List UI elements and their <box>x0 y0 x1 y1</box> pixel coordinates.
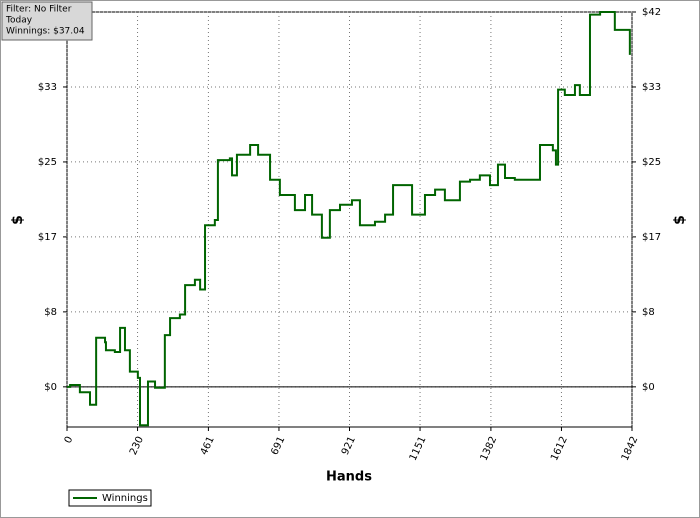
x-tick-label: 0 <box>63 435 76 445</box>
line-series <box>67 11 631 427</box>
y-tick-label: $33 <box>38 82 57 93</box>
x-axis-label: Hands <box>326 470 372 485</box>
legend-label: Winnings <box>102 493 148 504</box>
y2-tick-label: $42 <box>642 7 661 18</box>
y2-axis-label: $ <box>672 215 688 225</box>
y2-tick-label: $17 <box>642 232 661 243</box>
y2-tick-label: $33 <box>642 82 661 93</box>
y-tick-label: $25 <box>38 157 57 168</box>
info-line: Winnings: $37.04 <box>6 27 85 37</box>
y-tick-label: $0 <box>44 382 57 393</box>
info-line: Today <box>5 16 33 26</box>
y-tick-label: $17 <box>38 232 57 243</box>
y2-tick-label: $25 <box>642 157 661 168</box>
y-tick-label: $8 <box>44 307 57 318</box>
info-line: Filter: No Filter <box>6 5 72 15</box>
legend-box <box>68 489 152 507</box>
y2-tick-label: $8 <box>642 307 655 318</box>
y-axis-label: $ <box>10 215 26 225</box>
legend: Winnings <box>68 489 152 507</box>
info-box-bg <box>1 1 93 41</box>
y2-tick-label: $0 <box>642 382 655 393</box>
